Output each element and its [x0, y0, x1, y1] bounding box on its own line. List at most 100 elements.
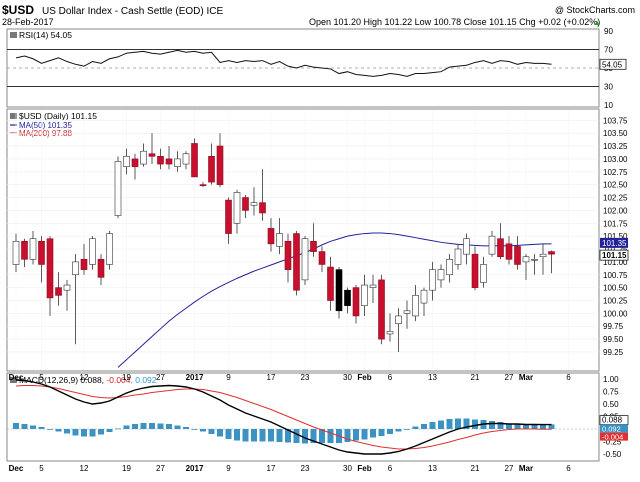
price-x-label: 9: [226, 373, 231, 382]
macd-last-value: 0.088: [602, 416, 623, 425]
price-tick-label: 101.75: [603, 219, 628, 228]
price-x-label: 27: [505, 373, 514, 382]
price-candle: [233, 192, 241, 224]
price-candle: [539, 253, 547, 258]
price-candle: [446, 259, 453, 276]
price-candle: [55, 287, 62, 296]
macd-histogram-bar: [370, 429, 376, 438]
price-candle: [403, 310, 411, 314]
price-x-label: 12: [80, 373, 89, 382]
ma50-last-value-box: [600, 237, 628, 248]
macd-histogram-bar: [157, 423, 164, 429]
macd-tick-label: 0.75: [603, 388, 619, 397]
price-candle: [182, 153, 190, 165]
macd-histogram-bar: [463, 418, 470, 429]
price-x-label: 21: [471, 373, 480, 382]
macd-histogram-bar: [132, 424, 138, 429]
price-tick-label: 99.50: [603, 335, 624, 344]
price-tick-label: 101.25: [603, 245, 628, 254]
macd-x-label: Dec: [9, 464, 24, 473]
macd-histogram-bar: [276, 429, 283, 442]
macd-histogram-bar: [140, 423, 147, 429]
price-tick-label: 101.50: [603, 232, 628, 241]
macd-histogram-bar: [421, 424, 427, 429]
macd-histogram-bar: [404, 429, 410, 430]
macd-histogram-bar: [429, 422, 436, 429]
watermark-text: @ StockCharts.com: [555, 5, 635, 15]
rsi-last-value-box: [599, 58, 627, 70]
macd-histogram-bar: [310, 429, 317, 443]
price-tick-label: 99.25: [603, 348, 624, 357]
price-tick-label: 103.00: [603, 155, 628, 164]
price-candle: [216, 145, 224, 185]
macd-histogram-bar: [285, 429, 291, 443]
macd-histogram-bar: [378, 429, 385, 436]
macd-histogram-bar: [72, 429, 79, 436]
price-candle: [522, 256, 530, 263]
macd-histogram-bar: [353, 429, 359, 441]
price-candle: [395, 315, 402, 324]
macd-x-label: 17: [267, 464, 276, 473]
price-x-label: 23: [301, 373, 310, 382]
price-candle: [46, 238, 54, 299]
macd-x-label: 12: [80, 464, 89, 473]
macd-histogram-bar: [64, 429, 70, 434]
price-candle: [250, 202, 258, 206]
macd-histogram-bar: [98, 429, 104, 435]
macd-histogram-bar: [472, 419, 478, 429]
price-candle: [174, 158, 181, 167]
price-tick-label: 100.00: [603, 309, 628, 318]
macd-histogram-bar: [200, 429, 206, 432]
price-candle: [29, 238, 37, 260]
price-candle: [344, 289, 351, 306]
price-candle: [386, 331, 394, 335]
price-legend-swatch: [10, 113, 17, 119]
macd-histogram-bar: [548, 424, 555, 429]
macd-x-label: 19: [122, 464, 131, 473]
price-candle: [463, 238, 470, 255]
price-candle: [454, 248, 462, 265]
price-candle: [114, 161, 122, 216]
price-candle: [352, 287, 360, 317]
price-candle: [301, 238, 309, 281]
macd-x-label: 13: [428, 464, 437, 473]
price-x-label: Dec: [9, 373, 24, 382]
macd-histogram-bar: [489, 421, 495, 429]
price-candle: [123, 156, 130, 167]
macd-signal-last-value-box: [600, 432, 628, 441]
price-candle: [148, 153, 156, 157]
price-x-label: 27: [156, 373, 165, 382]
price-candle: [531, 259, 538, 261]
macd-x-label: 5: [39, 464, 44, 473]
macd-histogram-bar: [81, 429, 87, 437]
price-candle: [505, 243, 513, 260]
chart-date: 28-Feb-2017: [2, 17, 54, 27]
price-candle: [208, 156, 215, 183]
price-candle: [259, 202, 266, 214]
macd-histogram-bar: [166, 424, 172, 429]
price-candle: [140, 150, 147, 165]
rsi-line: [15, 49, 552, 77]
price-x-label: Mar: [519, 373, 533, 382]
rsi-last-value: 54.05: [602, 60, 623, 69]
macd-x-label: 9: [226, 464, 231, 473]
price-candle: [471, 253, 479, 288]
ma200-legend: MA(200) 97.88: [19, 129, 72, 138]
price-candle: [284, 240, 292, 270]
macd-histogram-bar: [106, 429, 113, 432]
price-tick-label: 102.25: [603, 194, 628, 203]
price-candle: [157, 156, 164, 165]
macd-x-label: 2017: [186, 464, 204, 473]
price-candle: [429, 269, 436, 291]
price-x-label: Feb: [357, 373, 371, 382]
macd-histogram-bar: [234, 429, 240, 441]
ma50-last-value: 101.35: [602, 239, 627, 248]
price-tick-label: 101.00: [603, 258, 628, 267]
price-candle: [242, 197, 249, 211]
price-candle: [165, 158, 173, 165]
macd-legend-hist: , 0.092: [131, 375, 157, 385]
price-x-label: 6: [566, 373, 571, 382]
price-candle: [80, 259, 88, 270]
macd-legend: MACD(12,26,9) 0.088, -0.004, 0.092: [19, 375, 157, 385]
